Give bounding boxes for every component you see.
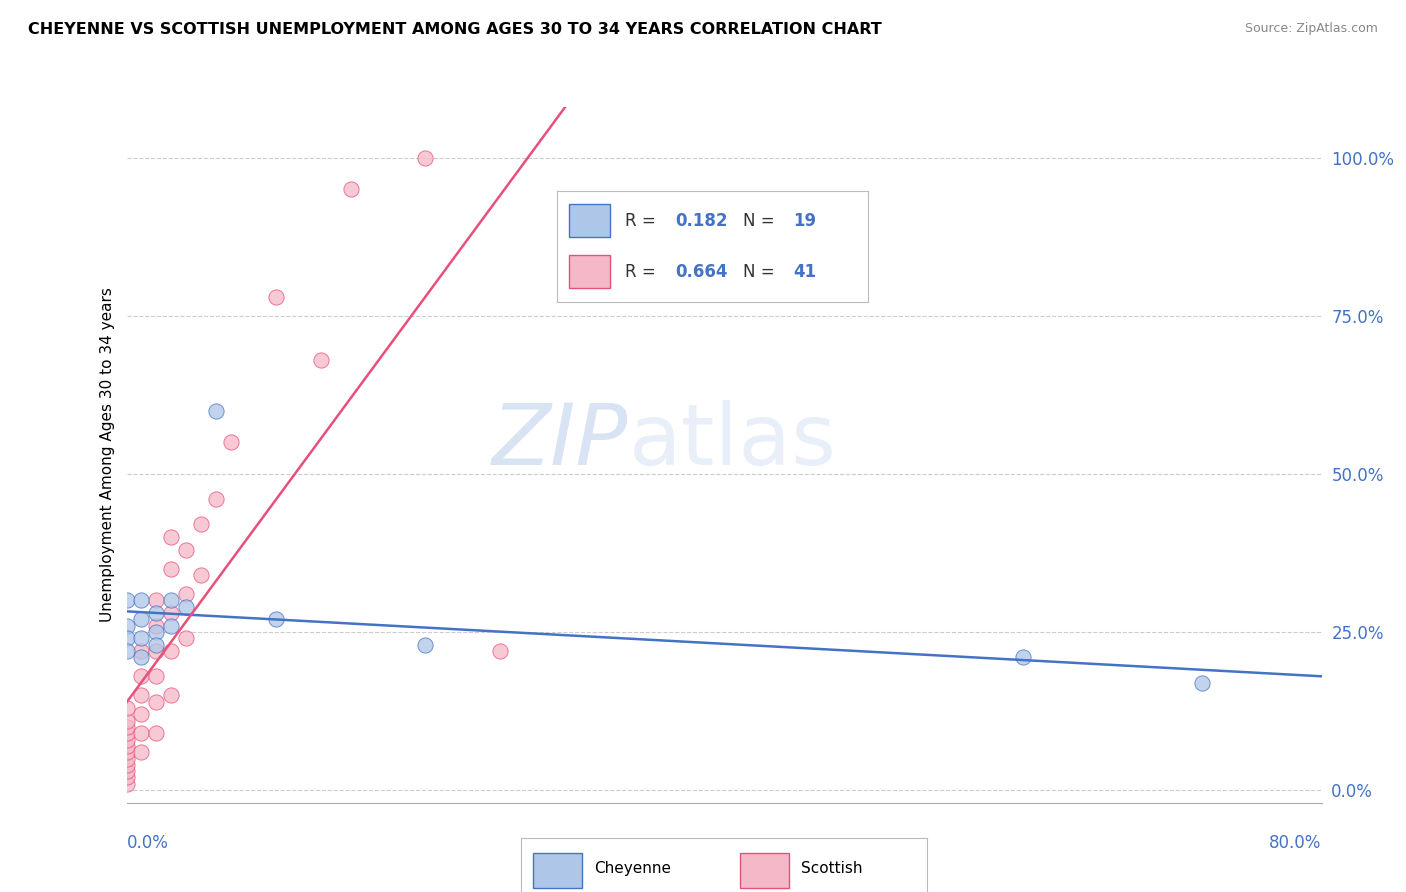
Point [115,764,138,779]
Point [309,353,332,368]
Point [145,606,167,620]
Point [131,632,153,646]
Point [115,701,138,715]
Point [115,777,138,791]
Point [190,568,212,582]
Point [131,593,153,607]
Point [174,587,197,601]
Point [174,542,197,557]
Point [160,593,183,607]
Point [131,707,153,722]
Point [145,695,167,709]
Text: Source: ZipAtlas.com: Source: ZipAtlas.com [1244,22,1378,36]
Point [145,726,167,740]
Point [131,745,153,759]
Point [115,726,138,740]
Text: 0.0%: 0.0% [127,834,169,852]
Point [1191,675,1213,690]
Point [145,625,167,640]
Point [160,618,183,632]
Point [131,612,153,626]
Point [219,435,242,450]
Point [190,517,212,532]
Point [1011,650,1033,665]
Point [131,650,153,665]
Point [115,593,138,607]
Point [115,757,138,772]
Point [131,669,153,683]
Point [145,593,167,607]
Point [415,638,437,652]
Point [115,739,138,753]
Point [115,771,138,785]
Point [115,618,138,632]
Point [131,688,153,702]
Point [160,644,183,658]
Point [489,644,512,658]
Point [115,714,138,728]
Point [160,530,183,544]
Point [145,644,167,658]
Point [264,290,287,304]
Point [160,688,183,702]
Point [115,632,138,646]
Point [145,618,167,632]
Point [264,612,287,626]
Text: 80.0%: 80.0% [1270,834,1322,852]
Point [174,632,197,646]
Point [205,403,228,417]
Text: CHEYENNE VS SCOTTISH UNEMPLOYMENT AMONG AGES 30 TO 34 YEARS CORRELATION CHART: CHEYENNE VS SCOTTISH UNEMPLOYMENT AMONG … [28,22,882,37]
Point [145,638,167,652]
Y-axis label: Unemployment Among Ages 30 to 34 years: Unemployment Among Ages 30 to 34 years [100,287,115,623]
Point [115,732,138,747]
Point [205,492,228,507]
Point [339,182,361,196]
Text: ZIP: ZIP [492,400,628,483]
Text: atlas: atlas [628,400,837,483]
Point [174,599,197,614]
Point [115,751,138,765]
Point [160,562,183,576]
Point [145,669,167,683]
Point [115,644,138,658]
Point [115,720,138,734]
Point [131,644,153,658]
Point [415,151,437,165]
Point [160,606,183,620]
Point [115,745,138,759]
Point [131,726,153,740]
